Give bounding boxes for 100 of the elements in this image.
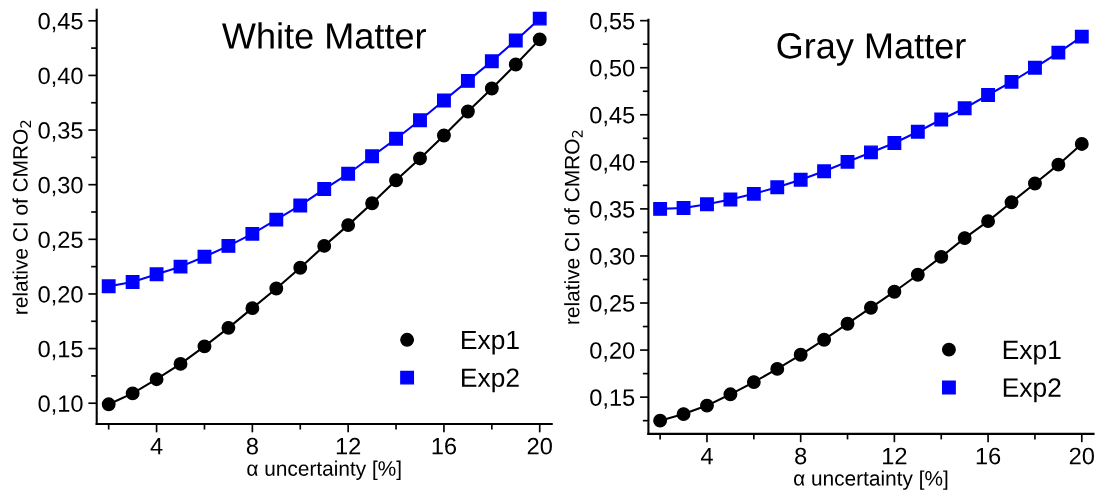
y-tick-label: 0,35 bbox=[38, 122, 83, 142]
point bbox=[653, 201, 668, 216]
point bbox=[1027, 176, 1042, 191]
point bbox=[484, 81, 499, 96]
x-tick-label: 4 bbox=[150, 438, 163, 455]
point bbox=[1004, 195, 1019, 210]
point bbox=[793, 172, 808, 187]
point bbox=[221, 320, 236, 335]
point bbox=[197, 249, 212, 264]
point bbox=[676, 201, 691, 215]
y-tick-label: 0,40 bbox=[590, 153, 635, 174]
point bbox=[269, 212, 284, 227]
y-tick-label: 0,30 bbox=[38, 176, 83, 197]
legend-label: Exp2 bbox=[1003, 378, 1061, 403]
point bbox=[887, 284, 902, 299]
point bbox=[532, 32, 547, 47]
point bbox=[793, 347, 808, 362]
point bbox=[413, 113, 427, 128]
point bbox=[293, 260, 308, 275]
point bbox=[770, 361, 785, 376]
legend-label: Exp2 bbox=[462, 368, 519, 393]
x-tick-label: 8 bbox=[246, 437, 258, 455]
point bbox=[864, 300, 878, 315]
point bbox=[840, 316, 855, 331]
point bbox=[981, 88, 996, 102]
point bbox=[269, 281, 284, 296]
y-tick-label: 0,20 bbox=[590, 342, 635, 362]
point bbox=[245, 226, 260, 241]
y-tick-label: 0,10 bbox=[38, 395, 83, 415]
x-tick-label: 20 bbox=[1069, 447, 1094, 465]
point bbox=[508, 57, 523, 72]
point bbox=[817, 164, 832, 179]
point bbox=[389, 131, 403, 146]
y-tick-label: 0,35 bbox=[590, 200, 635, 221]
point bbox=[365, 149, 380, 164]
y-tick-label: 0,20 bbox=[38, 286, 83, 306]
chart-title: White Matter bbox=[222, 22, 426, 49]
x-tick-label: 12 bbox=[336, 437, 361, 455]
point bbox=[1027, 60, 1042, 75]
legend-label: Exp1 bbox=[1003, 340, 1061, 365]
y-axis-title: relative CI of CMRO$_{2}$ bbox=[564, 130, 583, 324]
point bbox=[864, 145, 878, 160]
point bbox=[436, 128, 451, 143]
x-tick-label: 16 bbox=[976, 447, 1001, 465]
point bbox=[125, 274, 140, 289]
x-tick-label: 8 bbox=[795, 447, 807, 465]
point bbox=[910, 124, 925, 139]
point bbox=[1074, 29, 1089, 44]
x-tick-label: 12 bbox=[883, 447, 907, 465]
point bbox=[101, 397, 116, 412]
point bbox=[101, 279, 116, 294]
point bbox=[957, 231, 972, 246]
y-tick-label: 0,40 bbox=[38, 67, 83, 87]
point bbox=[436, 93, 451, 108]
point bbox=[957, 101, 972, 116]
x-tick-label: 4 bbox=[700, 447, 713, 465]
y-tick-label: 0,15 bbox=[590, 389, 635, 409]
point bbox=[221, 238, 236, 253]
point bbox=[1051, 45, 1066, 60]
point bbox=[840, 154, 855, 169]
point bbox=[723, 192, 738, 207]
point bbox=[653, 413, 668, 428]
legend-label: Exp1 bbox=[462, 330, 519, 355]
x-axis-title: α uncertainty [%] bbox=[794, 470, 948, 490]
x-tick-label: 16 bbox=[432, 437, 457, 455]
y-tick-label: 0,25 bbox=[590, 295, 635, 315]
point bbox=[460, 104, 475, 119]
point bbox=[934, 249, 949, 264]
y-tick-label: 0,50 bbox=[590, 59, 635, 80]
point bbox=[676, 407, 691, 422]
point bbox=[934, 112, 949, 127]
point bbox=[365, 196, 380, 211]
point bbox=[887, 136, 902, 150]
point bbox=[173, 356, 188, 371]
point bbox=[1004, 74, 1019, 89]
point bbox=[341, 166, 356, 181]
y-tick-label: 0,45 bbox=[590, 106, 635, 127]
point bbox=[460, 73, 475, 88]
y-axis-title: relative CI of CMRO$_{2}$ bbox=[12, 120, 31, 314]
point bbox=[197, 339, 212, 354]
point bbox=[532, 11, 547, 26]
point bbox=[293, 198, 308, 213]
x-tick-label: 20 bbox=[527, 437, 552, 455]
chart-title: Gray Matter bbox=[777, 33, 966, 66]
x-axis-title: α uncertainty [%] bbox=[247, 460, 401, 480]
y-tick-label: 0,15 bbox=[38, 340, 83, 361]
point bbox=[508, 33, 523, 48]
point bbox=[125, 386, 140, 401]
point bbox=[245, 301, 260, 316]
point bbox=[413, 151, 427, 166]
point bbox=[1074, 137, 1089, 151]
point bbox=[817, 332, 832, 347]
point bbox=[341, 218, 356, 233]
point bbox=[700, 398, 714, 413]
y-tick-label: 0,30 bbox=[590, 248, 635, 268]
point bbox=[723, 387, 738, 402]
point bbox=[700, 197, 714, 212]
point bbox=[317, 238, 332, 253]
point bbox=[173, 259, 188, 274]
point bbox=[1051, 157, 1066, 172]
